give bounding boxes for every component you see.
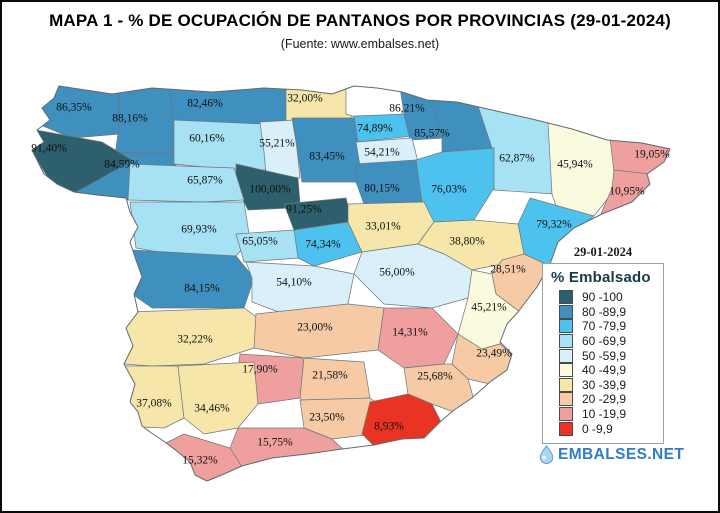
province-value-label: 10,95% — [609, 185, 645, 198]
embalses-logo: EMBALSES.NET — [539, 445, 684, 464]
legend-range-label: 10 -19,9 — [582, 407, 627, 422]
province-value-label: 23,00% — [297, 321, 333, 334]
province-value-label: 45,94% — [557, 158, 593, 171]
province-value-label: 91,25% — [286, 203, 322, 216]
legend-swatch — [559, 407, 573, 422]
province-value-label: 85,57% — [414, 127, 450, 140]
province-value-label: 79,32% — [536, 218, 572, 231]
province-cells — [32, 86, 670, 481]
legend-row: 60 -69,9 — [559, 334, 657, 349]
province-value-label: 62,87% — [499, 152, 535, 165]
province-value-label: 83,45% — [309, 150, 345, 163]
legend-range-label: 40 -49,9 — [582, 363, 627, 378]
legend-row: 40 -49,9 — [559, 363, 657, 378]
legend-swatch — [559, 363, 573, 378]
legend-swatch — [559, 304, 573, 319]
province-value-label: 100,00% — [249, 183, 291, 196]
legend-items: 90 -100 80 -89,9 70 -79,9 60 -69,9 50 -59,9 4… — [549, 290, 657, 436]
water-drop-icon — [539, 445, 554, 464]
province-value-label: 14,31% — [392, 326, 428, 339]
province-value-label: 76,03% — [431, 183, 467, 196]
map-source: (Fuente: www.embalses.net) — [280, 37, 440, 51]
legend-swatch — [559, 421, 573, 436]
province-value-label: 88,16% — [112, 112, 148, 125]
province-value-label: 84,15% — [184, 282, 220, 295]
province-value-label: 84,59% — [104, 158, 140, 171]
legend-swatch — [559, 392, 573, 407]
province-value-label: 82,46% — [187, 97, 223, 110]
legend-row: 70 -79,9 — [559, 319, 657, 334]
province-value-label: 8,93% — [374, 420, 404, 433]
map-title: MAPA 1 - % DE OCUPACIÓN DE PANTANOS POR … — [49, 11, 671, 30]
legend-swatch — [559, 348, 573, 363]
province-value-label: 23,50% — [309, 411, 345, 424]
province-value-label: 21,58% — [312, 369, 348, 382]
province-value-label: 65,05% — [242, 235, 278, 248]
legend-row: 30 -39,9 — [559, 377, 657, 393]
legend-panel: % Embalsado 90 -100 80 -89,9 70 -79,9 60 -6… — [542, 263, 664, 444]
province-value-label: 69,93% — [181, 223, 217, 236]
legend-range-label: 70 -79,9 — [582, 319, 627, 334]
province-value-label: 60,16% — [189, 132, 225, 145]
logo-text: EMBALSES.NET — [558, 445, 685, 463]
province-value-label: 32,00% — [287, 92, 323, 105]
province-value-label: 25,68% — [417, 370, 453, 383]
legend-range-label: 90 -100 — [582, 290, 623, 305]
province-value-label: 32,22% — [177, 333, 213, 346]
legend-range-label: 60 -69,9 — [582, 334, 627, 349]
province-cell — [127, 163, 245, 203]
map-date: 29-01-2024 — [573, 245, 633, 259]
province-value-label: 86,21% — [389, 102, 425, 115]
legend-swatch — [559, 319, 573, 334]
province-cell — [293, 221, 363, 267]
province-value-label: 55,21% — [259, 137, 295, 150]
legend-swatch — [559, 334, 573, 349]
province-value-label: 54,21% — [364, 146, 400, 159]
province-value-label: 15,75% — [257, 436, 293, 449]
province-value-label: 28,51% — [490, 263, 526, 276]
province-value-label: 23,49% — [476, 347, 512, 360]
legend-range-label: 30 -39,9 — [582, 377, 627, 392]
legend-row: 0 -9,9 — [559, 421, 657, 436]
province-value-label: 17,90% — [242, 363, 278, 376]
province-value-label: 80,15% — [364, 182, 400, 195]
province-value-label: 91,40% — [31, 142, 67, 155]
province-value-label: 65,87% — [187, 174, 223, 187]
legend-row: 80 -89,9 — [559, 304, 657, 320]
legend-range-label: 80 -89,9 — [582, 304, 627, 319]
legend-swatch — [559, 290, 573, 305]
legend-range-label: 0 -9,9 — [582, 421, 613, 436]
legend-title: % Embalsado — [551, 269, 651, 286]
legend-swatch — [559, 377, 573, 392]
province-value-label: 34,46% — [194, 402, 230, 415]
legend-range-label: 20 -29,9 — [582, 392, 627, 407]
legend-row: 20 -29,9 — [559, 392, 657, 407]
legend-row: 10 -19,9 — [559, 407, 657, 422]
province-value-label: 38,80% — [449, 235, 485, 248]
spain-coast-outline — [31, 85, 671, 482]
province-value-label: 33,01% — [365, 220, 401, 233]
province-value-label: 74,89% — [357, 122, 393, 135]
province-value-label: 74,34% — [305, 238, 341, 251]
legend-row: 50 -59,9 — [559, 348, 657, 363]
province-value-label: 37,08% — [136, 397, 172, 410]
province-value-label: 45,21% — [471, 301, 507, 314]
province-value-label: 86,35% — [56, 101, 92, 114]
province-value-label: 56,00% — [379, 266, 415, 279]
legend-range-label: 50 -59,9 — [582, 348, 627, 363]
province-value-label: 15,32% — [182, 454, 218, 467]
province-value-label: 54,10% — [276, 276, 312, 289]
province-value-label: 19,05% — [634, 148, 670, 161]
legend-row: 90 -100 — [559, 290, 657, 305]
